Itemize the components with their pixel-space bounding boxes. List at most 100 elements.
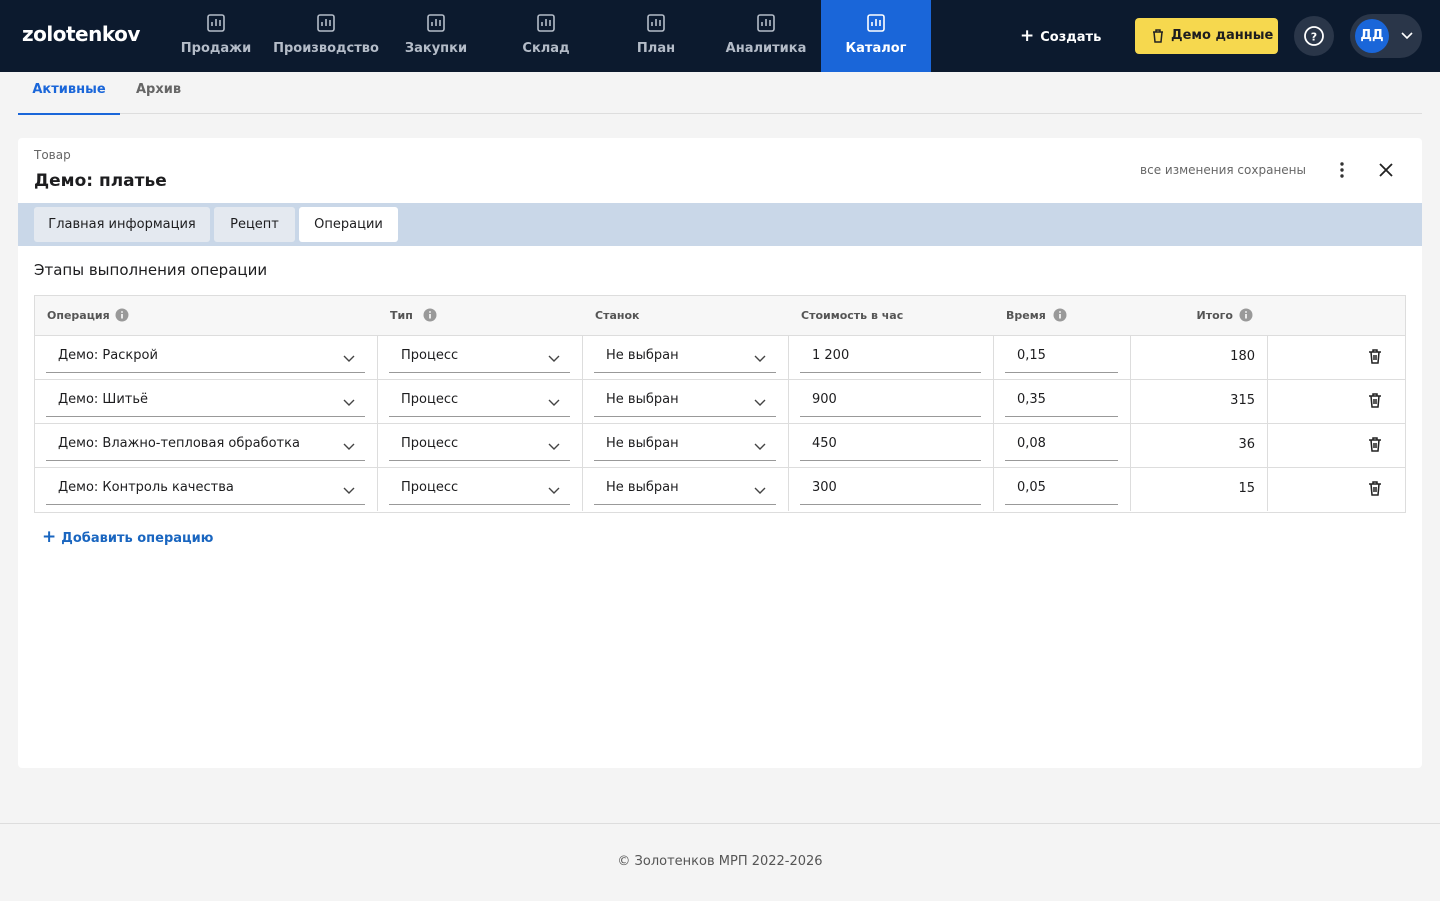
select-field[interactable]: Процесс xyxy=(389,475,570,505)
column-label: Операция xyxy=(47,309,110,322)
card-label: Товар xyxy=(34,148,71,162)
nav-label: Склад xyxy=(522,41,570,56)
column-divider xyxy=(788,296,789,511)
demo-button[interactable]: Демо данные xyxy=(1135,18,1278,54)
column-label: Тип xyxy=(390,309,413,322)
select-field[interactable]: Не выбран xyxy=(594,387,776,417)
column-divider xyxy=(582,296,583,511)
nav-item[interactable]: Производство xyxy=(271,0,381,72)
nav-item[interactable]: План xyxy=(601,0,711,72)
add-label: Добавить операцию xyxy=(61,531,214,546)
input-field[interactable]: 450 xyxy=(800,431,981,461)
nav-icon xyxy=(647,14,665,32)
subtab[interactable]: Операции xyxy=(299,207,398,242)
avatar[interactable]: ДД xyxy=(1355,19,1389,53)
close-button[interactable] xyxy=(1377,161,1395,179)
field-value: Процесс xyxy=(401,348,459,363)
field-value: 0,08 xyxy=(1017,436,1046,451)
total-cell: 15 xyxy=(1238,481,1255,496)
field-value: Не выбран xyxy=(606,348,679,363)
tab-active[interactable]: Активные xyxy=(18,82,120,115)
input-field[interactable]: 0,05 xyxy=(1005,475,1118,505)
total-cell: 36 xyxy=(1238,437,1255,452)
column-header: Тип xyxy=(390,296,437,335)
select-field[interactable]: Демо: Шитьё xyxy=(46,387,365,417)
select-field[interactable]: Не выбран xyxy=(594,475,776,505)
field-value: Не выбран xyxy=(606,480,679,495)
nav-icon xyxy=(317,14,335,32)
nav-icon xyxy=(427,14,445,32)
create-button[interactable]: + Создать xyxy=(1020,18,1120,54)
logo[interactable]: zolotenkov xyxy=(22,22,140,46)
card-title: Демо: платье xyxy=(34,171,167,191)
input-field[interactable]: 0,35 xyxy=(1005,387,1118,417)
nav-label: Продажи xyxy=(180,41,252,56)
field-value: 300 xyxy=(812,480,837,495)
nav-item[interactable]: Каталог xyxy=(821,0,931,72)
column-header: Операция xyxy=(47,296,129,335)
help-button[interactable]: ? xyxy=(1294,16,1334,56)
input-field[interactable]: 1 200 xyxy=(800,343,981,373)
field-value: 900 xyxy=(812,392,837,407)
field-value: Демо: Раскрой xyxy=(58,348,158,363)
more-button[interactable] xyxy=(1334,160,1350,180)
row-divider xyxy=(35,423,1405,424)
dropdown-chevron xyxy=(343,355,355,362)
delete-button[interactable] xyxy=(1368,393,1382,412)
column-label: Станок xyxy=(595,309,640,322)
input-field[interactable]: 900 xyxy=(800,387,981,417)
top-nav: zolotenkov + Создать Демо данные ? ДД Про… xyxy=(0,0,1440,72)
nav-item[interactable]: Склад xyxy=(491,0,601,72)
total-cell: 180 xyxy=(1230,349,1255,364)
plus-icon: + xyxy=(1020,26,1035,46)
add-operation[interactable]: + Добавить операцию xyxy=(42,527,213,547)
subtab[interactable]: Главная информация xyxy=(34,207,210,242)
select-field[interactable]: Демо: Раскрой xyxy=(46,343,365,373)
dropdown-chevron xyxy=(548,487,560,494)
field-value: 1 200 xyxy=(812,348,850,363)
chevron-icon xyxy=(1401,32,1413,40)
nav-label: Каталог xyxy=(845,41,907,56)
select-field[interactable]: Не выбран xyxy=(594,343,776,373)
column-header: Итого xyxy=(1130,296,1253,335)
select-field[interactable]: Процесс xyxy=(389,431,570,461)
input-field[interactable]: 300 xyxy=(800,475,981,505)
field-value: Демо: Шитьё xyxy=(58,392,149,407)
dropdown-chevron xyxy=(548,355,560,362)
nav-item[interactable]: Аналитика xyxy=(711,0,821,72)
select-field[interactable]: Демо: Контроль качества xyxy=(46,475,365,505)
row-divider xyxy=(35,379,1405,380)
subtab[interactable]: Рецепт xyxy=(214,207,295,242)
operations-table xyxy=(34,295,1406,513)
select-field[interactable]: Демо: Влажно-тепловая обработка xyxy=(46,431,365,461)
delete-button[interactable] xyxy=(1368,481,1382,500)
field-value: Демо: Влажно-тепловая обработка xyxy=(58,436,300,451)
tabs-divider xyxy=(18,113,1422,114)
header-row xyxy=(35,296,1405,336)
input-field[interactable]: 0,15 xyxy=(1005,343,1118,373)
dropdown-chevron xyxy=(548,399,560,406)
create-label: Создать xyxy=(1040,30,1102,45)
column-divider xyxy=(1130,296,1131,511)
section-title: Этапы выполнения операции xyxy=(34,261,268,279)
column-header: Стоимость в час xyxy=(801,296,903,335)
nav-icon xyxy=(757,14,775,32)
field-value: Демо: Контроль качества xyxy=(58,480,234,495)
tab-archive[interactable]: Архив xyxy=(136,82,182,97)
nav-item[interactable]: Закупки xyxy=(381,0,491,72)
nav-item[interactable]: Продажи xyxy=(161,0,271,72)
select-field[interactable]: Процесс xyxy=(389,387,570,417)
field-value: 450 xyxy=(812,436,837,451)
nav-icon xyxy=(207,14,225,32)
select-field[interactable]: Процесс xyxy=(389,343,570,373)
trash-icon xyxy=(1153,29,1163,43)
info-icon xyxy=(115,308,129,322)
delete-button[interactable] xyxy=(1368,437,1382,456)
plus-icon: + xyxy=(42,527,57,547)
column-divider xyxy=(993,296,994,511)
delete-button[interactable] xyxy=(1368,349,1382,368)
input-field[interactable]: 0,08 xyxy=(1005,431,1118,461)
select-field[interactable]: Не выбран xyxy=(594,431,776,461)
demo-label: Демо данные xyxy=(1171,28,1274,43)
